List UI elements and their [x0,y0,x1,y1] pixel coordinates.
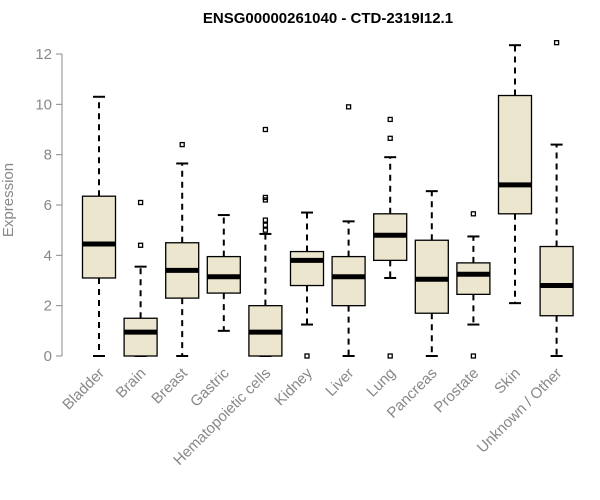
outlier-point [137,242,144,248]
box-group [289,211,325,359]
outlier-point [387,135,393,141]
outlier-point [345,104,352,110]
y-tick-label: 6 [44,197,52,214]
iqr-box [414,239,449,314]
x-tick-label: Liver [322,365,357,400]
iqr-box [123,317,158,357]
outlier-point [262,194,269,201]
chart-title: ENSG00000261040 - CTD-2319I12.1 [203,10,453,27]
y-tick-label: 2 [44,298,52,315]
outlier-point [387,116,393,123]
x-tick-label: Brain [113,365,150,402]
box-group [497,44,533,305]
box-group [248,126,283,357]
box-group [165,141,200,357]
iqr-box [289,250,325,287]
iqr-box [539,245,574,317]
box-group [206,214,241,332]
boxes-layer [81,40,574,359]
y-tick-label: 10 [35,96,52,113]
iqr-box [456,262,491,295]
iqr-box [81,195,117,279]
box-group [331,104,366,357]
outlier-point [179,141,185,148]
outlier-point [262,217,269,223]
x-tick-label: Breast [148,364,191,407]
iqr-box [331,255,366,307]
x-tick-label: Lung [363,365,399,401]
outlier-point [262,222,269,228]
outlier-point [470,211,477,217]
outlier-point [262,227,269,233]
box-group [456,211,491,359]
y-tick-label: 4 [44,247,52,264]
y-tick-label: 12 [35,46,52,63]
y-tick-label: 8 [44,147,52,164]
x-tick-label: Bladder [59,365,108,414]
x-tick-label: Skin [491,365,524,398]
outlier-point [262,126,269,133]
box-group [373,116,408,359]
y-axis-label: Expression [0,163,17,237]
box-group [539,40,574,357]
box-group [81,95,117,357]
y-tick-label: 0 [44,348,52,365]
box-group [123,199,158,357]
y-axis: 0 2 4 6 8 10 12 [35,46,63,365]
box-group [414,190,449,357]
x-tick-label: Prostate [431,365,483,417]
x-tick-label: Kidney [271,364,316,409]
outlier-point [304,353,310,359]
outlier-point [553,40,560,46]
outlier-point [470,353,477,359]
outlier-point [137,199,144,206]
iqr-box [497,94,533,215]
outlier-point [387,353,393,359]
